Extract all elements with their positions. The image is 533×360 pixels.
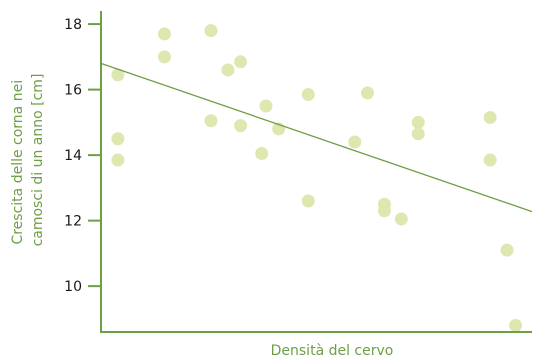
data-point [509,318,523,332]
trend-line [100,62,533,213]
data-point [221,63,235,77]
data-point [394,212,408,226]
x-axis-title: Densità del cervo [271,343,394,359]
data-point [157,27,171,41]
y-axis-title-line-2: camosci di un anno [cm] [30,74,46,247]
data-point [234,55,248,69]
data-point [483,153,497,167]
data-point [255,146,269,160]
data-point [204,24,218,38]
data-point [204,114,218,128]
data-point [111,153,125,167]
y-tick-label: 16 [64,83,82,99]
y-tick-label: 14 [64,148,82,164]
y-tick-label: 10 [64,279,82,295]
data-point [411,127,425,141]
data-point [259,99,273,113]
data-point [411,115,425,129]
data-point [348,135,362,149]
data-point [483,110,497,124]
data-point [500,243,514,257]
data-point [157,50,171,64]
y-tick-label: 12 [64,214,82,230]
data-point [301,88,315,102]
data-point [377,204,391,218]
data-point [360,86,374,100]
data-point [234,119,248,133]
data-points [111,24,523,332]
y-axis-title: Crescita delle corna nei camosci di un a… [10,74,46,247]
y-axis-title-line-1: Crescita delle corna nei [10,80,26,245]
data-point [111,68,125,82]
data-point [301,194,315,208]
y-tick-label: 18 [64,17,82,33]
data-point [111,132,125,146]
y-axis-ticks: 10 12 14 16 18 [64,17,101,295]
